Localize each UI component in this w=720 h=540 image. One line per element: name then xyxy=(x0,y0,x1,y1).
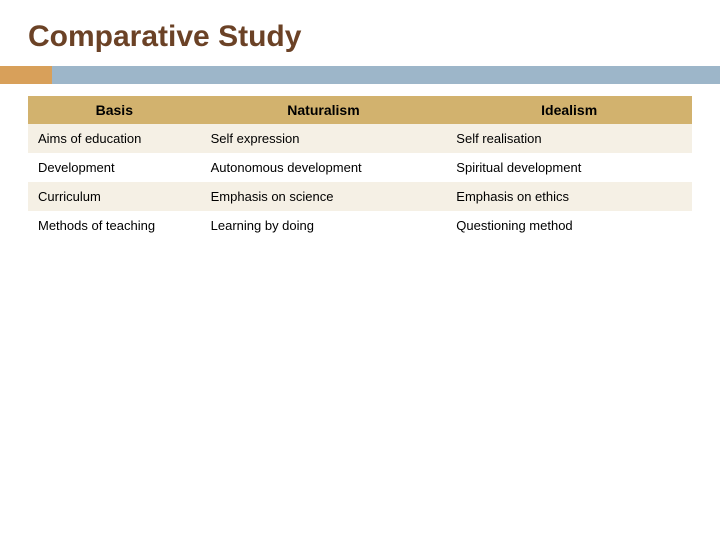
cell-naturalism: Self expression xyxy=(201,124,447,153)
cell-naturalism: Autonomous development xyxy=(201,153,447,182)
cell-idealism: Questioning method xyxy=(446,211,692,240)
table-row: Methods of teaching Learning by doing Qu… xyxy=(28,211,692,240)
table-header-basis: Basis xyxy=(28,96,201,124)
cell-naturalism: Emphasis on science xyxy=(201,182,447,211)
slide-title: Comparative Study xyxy=(0,20,720,54)
cell-idealism: Self realisation xyxy=(446,124,692,153)
table-header-idealism: Idealism xyxy=(446,96,692,124)
table-header-row: Basis Naturalism Idealism xyxy=(28,96,692,124)
table-row: Development Autonomous development Spiri… xyxy=(28,153,692,182)
cell-basis: Development xyxy=(28,153,201,182)
cell-basis: Methods of teaching xyxy=(28,211,201,240)
cell-basis: Curriculum xyxy=(28,182,201,211)
divider-bar xyxy=(0,66,720,84)
cell-idealism: Emphasis on ethics xyxy=(446,182,692,211)
table-row: Aims of education Self expression Self r… xyxy=(28,124,692,153)
table-container: Basis Naturalism Idealism Aims of educat… xyxy=(0,96,720,240)
cell-idealism: Spiritual development xyxy=(446,153,692,182)
table-header-naturalism: Naturalism xyxy=(201,96,447,124)
divider-main xyxy=(52,66,720,84)
cell-basis: Aims of education xyxy=(28,124,201,153)
table-row: Curriculum Emphasis on science Emphasis … xyxy=(28,182,692,211)
divider-accent xyxy=(0,66,52,84)
comparison-table: Basis Naturalism Idealism Aims of educat… xyxy=(28,96,692,240)
cell-naturalism: Learning by doing xyxy=(201,211,447,240)
